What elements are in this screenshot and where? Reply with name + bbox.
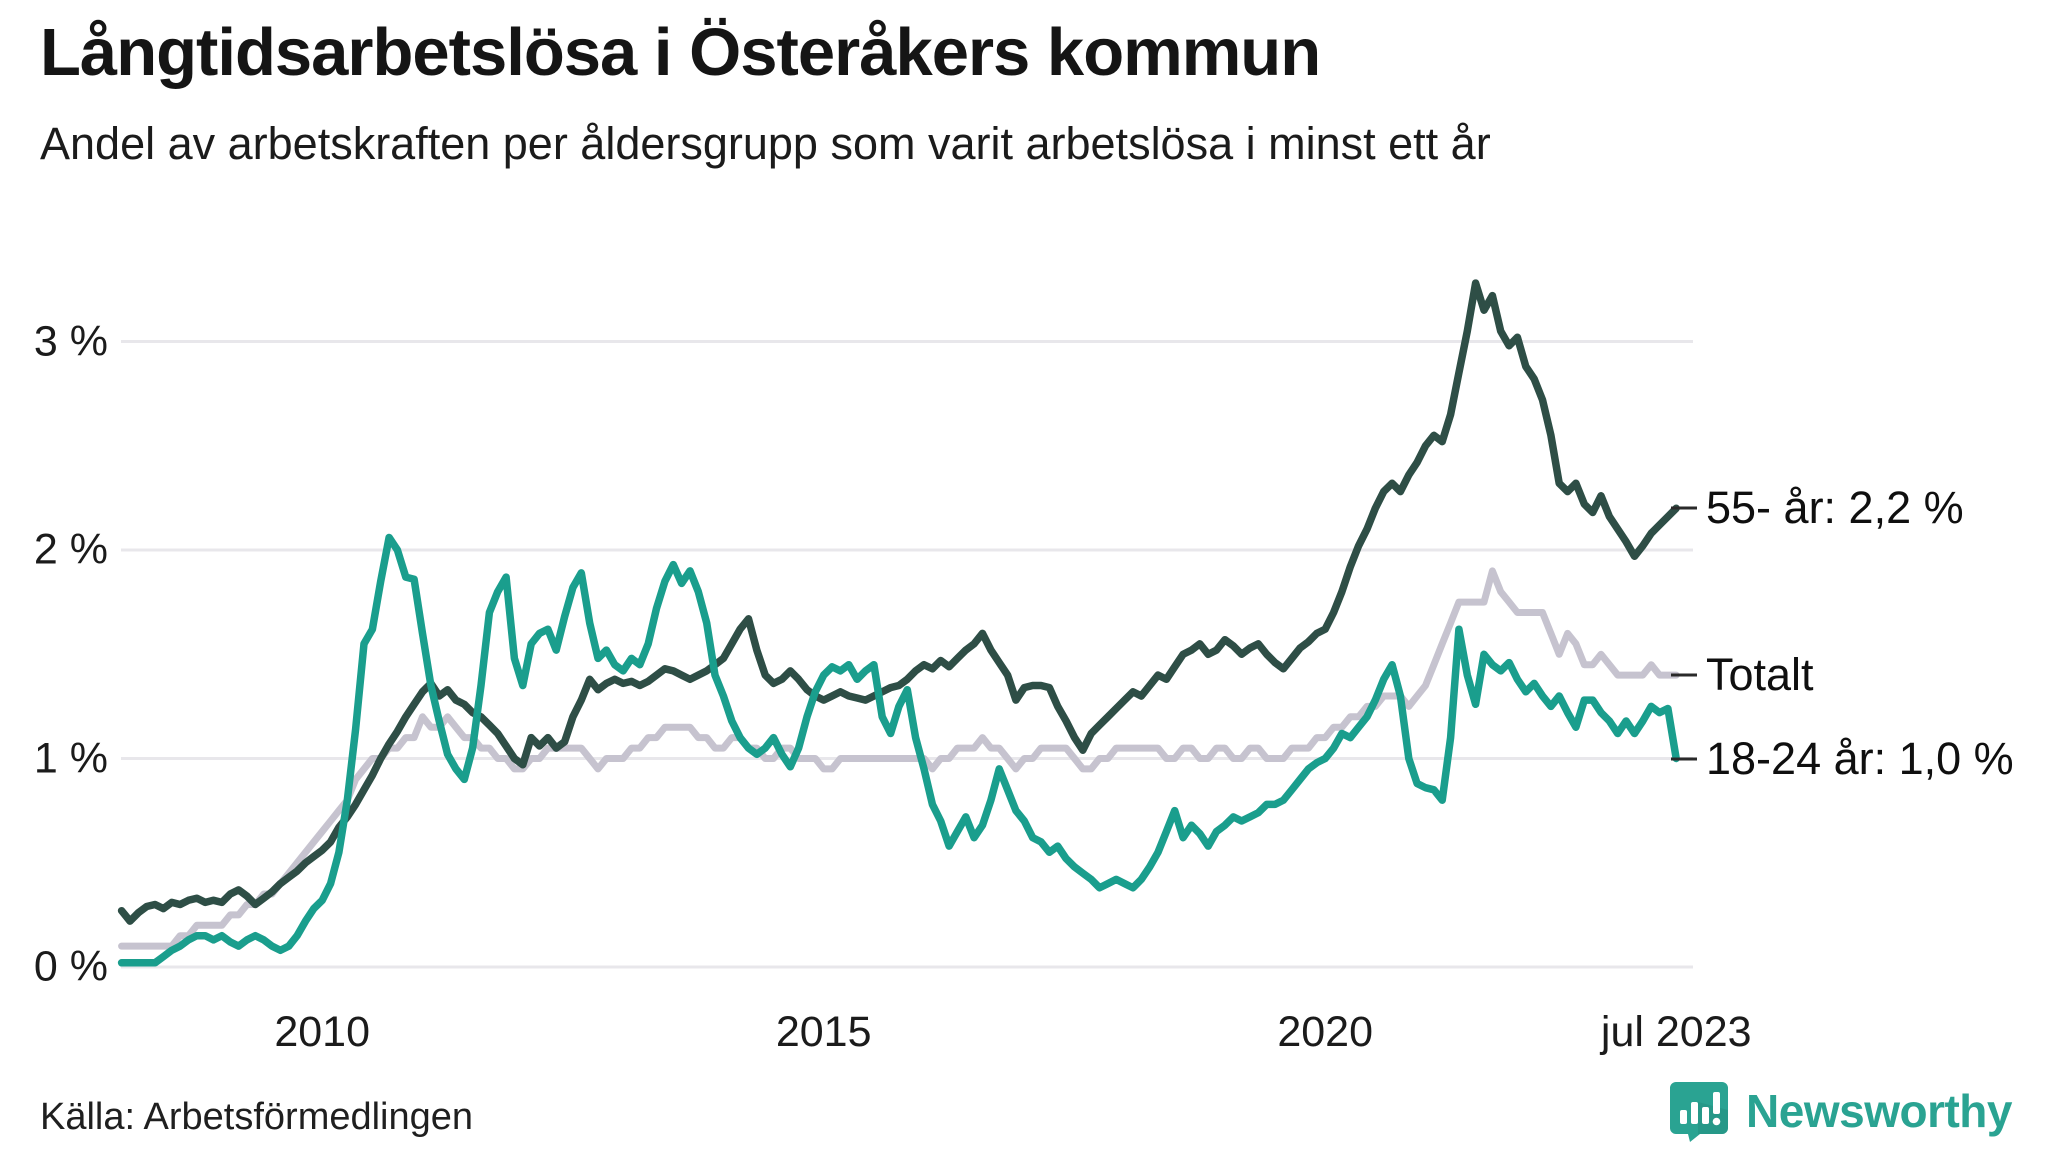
page-subtitle: Andel av arbetskraften per åldersgrupp s… <box>40 118 1491 169</box>
x-axis-tick-jul-2023: jul 2023 <box>1600 1008 1752 1056</box>
series-line-18-24-r <box>117 533 1680 967</box>
series-end-label-55-ar: 55- år: 2,2 % <box>1706 482 1964 534</box>
x-axis-tick-2010: 2010 <box>274 1008 371 1056</box>
series-line-55-r <box>117 279 1680 925</box>
series-end-label-totalt: Totalt <box>1706 649 1814 701</box>
y-axis-tick-2: 2 % <box>33 525 108 574</box>
source-note: Källa: Arbetsförmedlingen <box>40 1096 474 1138</box>
y-axis-tick-0: 0 % <box>33 942 108 991</box>
y-axis-tick-1: 1 % <box>33 734 108 782</box>
x-axis-tick-2015: 2015 <box>775 1008 872 1056</box>
newsworthy-wordmark: Newsworthy <box>1746 1085 2012 1137</box>
end-label-tick-totalt <box>1671 673 1697 677</box>
newsworthy-branding[interactable]: Newsworthy <box>1668 1080 2012 1142</box>
newsworthy-logo-icon <box>1670 1082 1729 1142</box>
y-axis-tick-3: 3 % <box>33 317 108 365</box>
page-title: Långtidsarbetslösa i Österåkers kommun <box>40 15 1321 90</box>
end-label-tick-18-24 <box>1671 757 1697 760</box>
series-end-label-18-24-ar: 18-24 år: 1,0 % <box>1706 732 2014 784</box>
end-label-tick-55 <box>1671 506 1697 510</box>
x-axis-tick-2020: 2020 <box>1277 1008 1374 1056</box>
